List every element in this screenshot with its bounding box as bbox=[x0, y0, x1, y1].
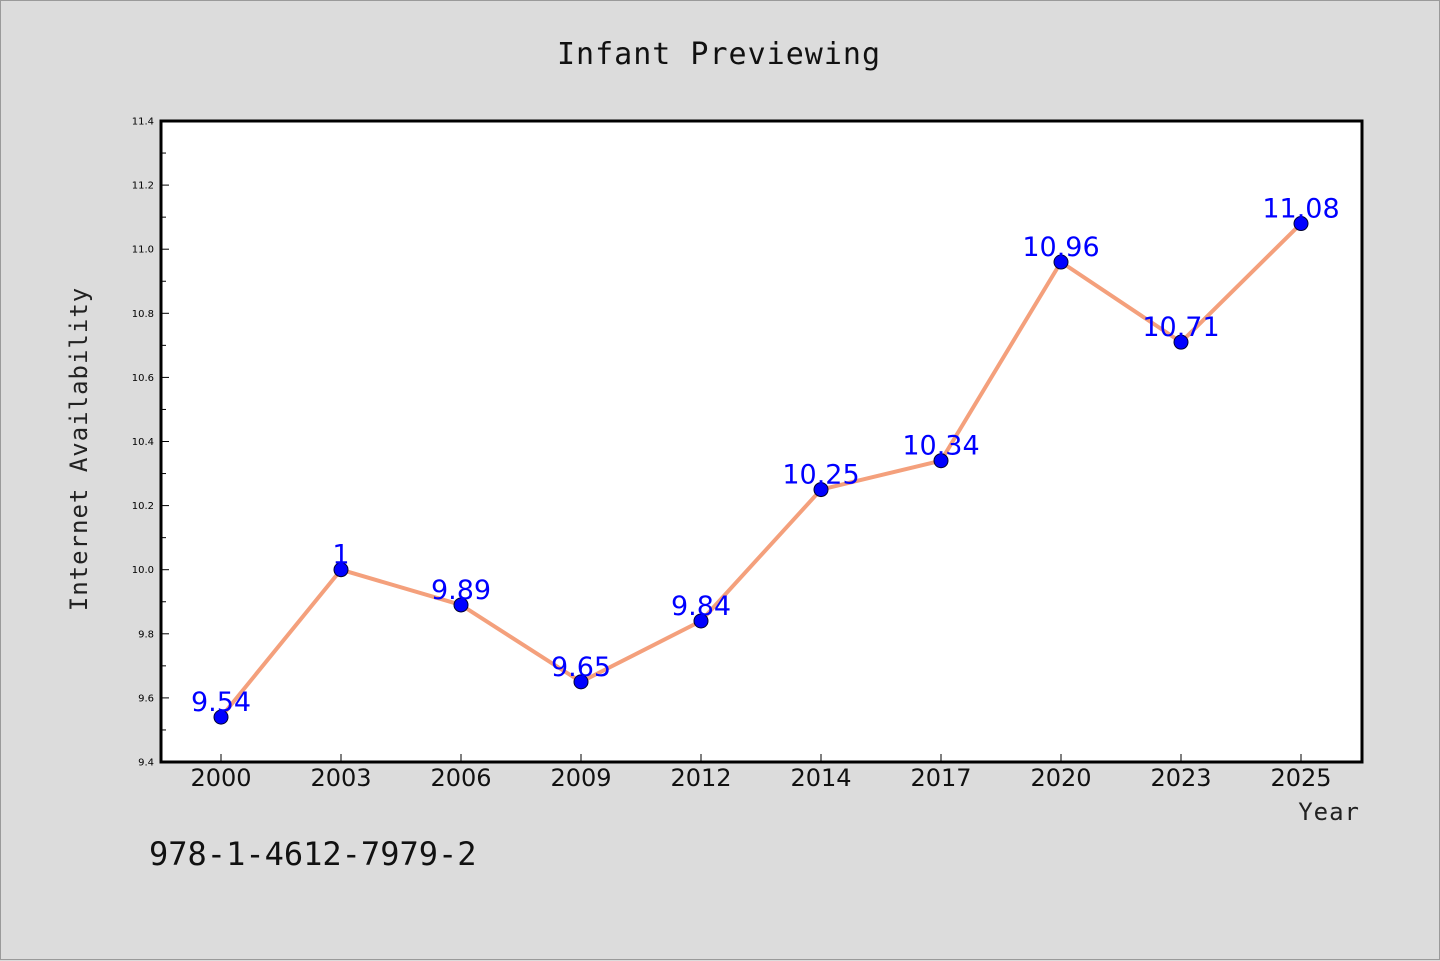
footnote-isbn: 978-1-4612-7979-2 bbox=[149, 835, 477, 873]
plot-area bbox=[161, 121, 1362, 762]
x-axis: 2000 2003 2006 2009 2012 2014 2017 2020 2023 2025 bbox=[190, 754, 1332, 792]
x-tick-label: 2012 bbox=[670, 764, 731, 792]
y-tick-label: 11.2 bbox=[132, 181, 154, 192]
data-point bbox=[1053, 254, 1069, 270]
y-tick-label: 10.4 bbox=[132, 437, 154, 448]
x-tick-label: 2003 bbox=[310, 764, 371, 792]
y-tick-label: 9.4 bbox=[138, 758, 154, 769]
data-label: 9.65 bbox=[551, 652, 611, 683]
y-axis: 9.4 9.6 9.8 10.0 10.2 10.4 10.6 10.8 11.0 11.2 11.… bbox=[132, 117, 169, 769]
data-label: 9.84 bbox=[671, 591, 731, 622]
data-label: 10.25 bbox=[782, 460, 859, 491]
chart-title: Infant Previewing bbox=[557, 37, 881, 72]
series-line-group bbox=[213, 216, 1309, 725]
y-tick-label: 9.6 bbox=[138, 693, 154, 704]
data-label: 10.34 bbox=[902, 431, 979, 462]
y-tick-label: 10.2 bbox=[132, 501, 154, 512]
y-tick-label: 9.8 bbox=[138, 629, 154, 640]
x-tick-label: 2006 bbox=[430, 764, 491, 792]
data-label: 9.54 bbox=[191, 687, 251, 718]
x-tick-label: 2000 bbox=[190, 764, 251, 792]
data-point bbox=[1173, 334, 1189, 350]
y-axis-title: Internet Availability bbox=[65, 287, 93, 611]
data-point bbox=[573, 674, 589, 690]
x-tick-label: 2017 bbox=[910, 764, 971, 792]
data-point bbox=[693, 613, 709, 629]
data-point bbox=[813, 482, 829, 498]
y-tick-label: 10.6 bbox=[132, 373, 154, 384]
y-tick-label: 10.8 bbox=[132, 309, 154, 320]
data-label: 10.71 bbox=[1142, 312, 1219, 343]
y-tick-label: 11.4 bbox=[132, 117, 154, 128]
series-line bbox=[219, 222, 1303, 719]
x-tick-label: 2009 bbox=[550, 764, 611, 792]
data-label: 10.96 bbox=[1022, 232, 1099, 263]
y-tick-label: 10.0 bbox=[132, 565, 154, 576]
data-label: 11.08 bbox=[1262, 194, 1339, 225]
data-point bbox=[213, 709, 229, 725]
plot-border bbox=[159, 119, 1364, 764]
x-tick-label: 2020 bbox=[1030, 764, 1091, 792]
data-label-group: 9.54 1 9.89 9.65 9.84 10.25 10.34 10.96 10.71 11.… bbox=[191, 194, 1340, 719]
x-tick-label: 2014 bbox=[790, 764, 851, 792]
data-point bbox=[333, 562, 349, 578]
x-axis-title: Year bbox=[1298, 798, 1360, 826]
data-point bbox=[1293, 216, 1309, 232]
data-point bbox=[933, 453, 949, 469]
x-tick-label: 2023 bbox=[1150, 764, 1211, 792]
data-label: 9.89 bbox=[431, 575, 491, 606]
y-tick-label: 11.0 bbox=[132, 245, 154, 256]
x-tick-label: 2025 bbox=[1270, 764, 1331, 792]
data-label: 1 bbox=[332, 540, 349, 571]
data-point bbox=[453, 597, 469, 613]
